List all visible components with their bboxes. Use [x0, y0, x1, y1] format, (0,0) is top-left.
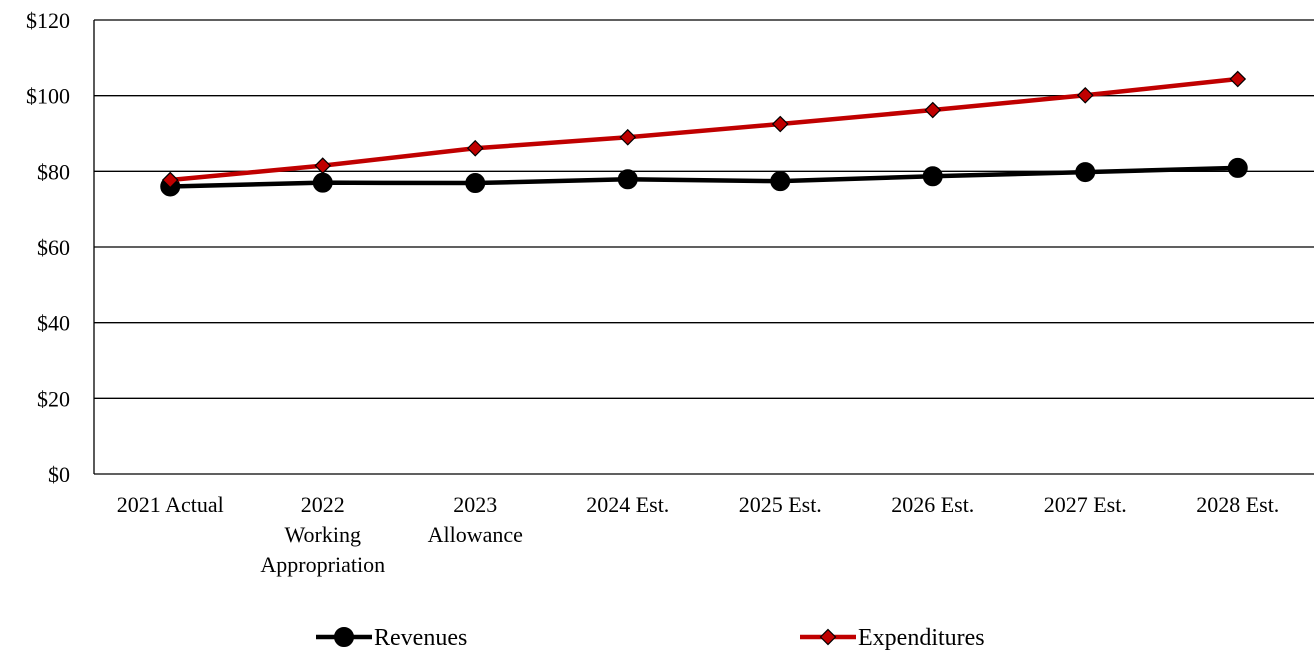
legend-label: Revenues: [374, 625, 467, 651]
revenues-point: [771, 172, 790, 191]
series-lines: [161, 72, 1248, 196]
y-tick-label: $20: [37, 386, 70, 411]
y-tick-label: $80: [37, 159, 70, 184]
revenues-point: [466, 174, 485, 193]
expenditures-line: [170, 79, 1238, 180]
x-category-label: 2026 Est.: [891, 492, 974, 517]
x-category-label: Appropriation: [260, 552, 385, 577]
x-axis-categories: 2021 Actual 2022 Working Appropriation 2023 A…: [117, 492, 1280, 577]
x-category-label: 2024 Est.: [586, 492, 669, 517]
legend-label: Expenditures: [858, 625, 985, 651]
x-category-label: 2027 Est.: [1044, 492, 1127, 517]
expenditures-point: [773, 117, 788, 132]
expenditures-point: [620, 130, 635, 145]
y-tick-label: $100: [26, 84, 70, 109]
x-category-label: 2028 Est.: [1196, 492, 1279, 517]
expenditures-point: [468, 141, 483, 156]
x-category-label: 2021 Actual: [117, 492, 224, 517]
expenditures-point: [1230, 72, 1245, 87]
y-tick-label: $120: [26, 8, 70, 33]
revenues-point: [1076, 163, 1095, 182]
y-tick-label: $40: [37, 311, 70, 336]
gridlines: [94, 20, 1314, 474]
revenues-point: [923, 167, 942, 186]
expenditures-point: [925, 103, 940, 118]
y-axis-ticks: $0 $20 $40 $60 $80 $100 $120: [26, 8, 70, 487]
x-category-label: 2023: [453, 492, 497, 517]
legend-item-expenditures: Expenditures: [800, 625, 985, 651]
legend-item-revenues: Revenues: [316, 625, 467, 651]
revenues-point: [1228, 158, 1247, 177]
revenues-point: [313, 173, 332, 192]
x-category-label: 2025 Est.: [739, 492, 822, 517]
y-tick-label: $0: [48, 462, 70, 487]
x-category-label: 2022: [301, 492, 345, 517]
x-category-label: Working: [285, 522, 361, 547]
legend-marker: [335, 628, 354, 647]
revenues-point: [618, 170, 637, 189]
expenditures-point: [1078, 88, 1093, 103]
x-category-label: Allowance: [428, 522, 523, 547]
legend: Revenues Expenditures: [316, 625, 985, 651]
legend-marker: [821, 630, 836, 645]
y-tick-label: $60: [37, 235, 70, 260]
